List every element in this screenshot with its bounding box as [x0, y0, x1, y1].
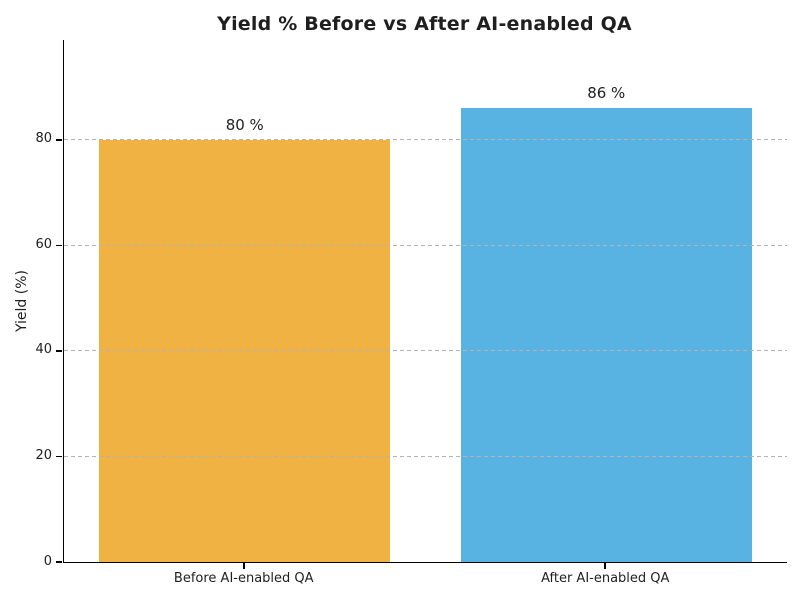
- y-tick-mark-0: [56, 561, 62, 563]
- y-tick-mark-20: [56, 455, 62, 458]
- bar-value-label-before: 80 %: [225, 115, 264, 134]
- bar-after: [460, 108, 752, 562]
- y-tick-label-0: 0: [43, 553, 52, 569]
- x-tick-label-after: After AI-enabled QA: [541, 571, 670, 586]
- plot-area: 80 % 86 %: [63, 40, 787, 563]
- y-tick-label-60: 60: [35, 236, 52, 252]
- y-tick-mark-60: [56, 244, 62, 247]
- y-tick-label-40: 40: [35, 342, 52, 358]
- bar-value-label-after: 86 %: [587, 84, 626, 103]
- chart-title: Yield % Before vs After AI-enabled QA: [217, 13, 632, 35]
- y-axis-label: Yield (%): [14, 269, 30, 333]
- x-tick-mark-1: [604, 563, 607, 569]
- y-tick-label-20: 20: [35, 447, 52, 463]
- y-tick-mark-40: [56, 350, 62, 352]
- y-tick-label-80: 80: [35, 131, 52, 147]
- bar-value-labels-layer: 80 % 86 %: [64, 40, 787, 562]
- y-tick-mark-80: [56, 138, 62, 141]
- x-tick-label-before: Before AI-enabled QA: [173, 571, 314, 586]
- x-tick-mark-0: [242, 563, 245, 569]
